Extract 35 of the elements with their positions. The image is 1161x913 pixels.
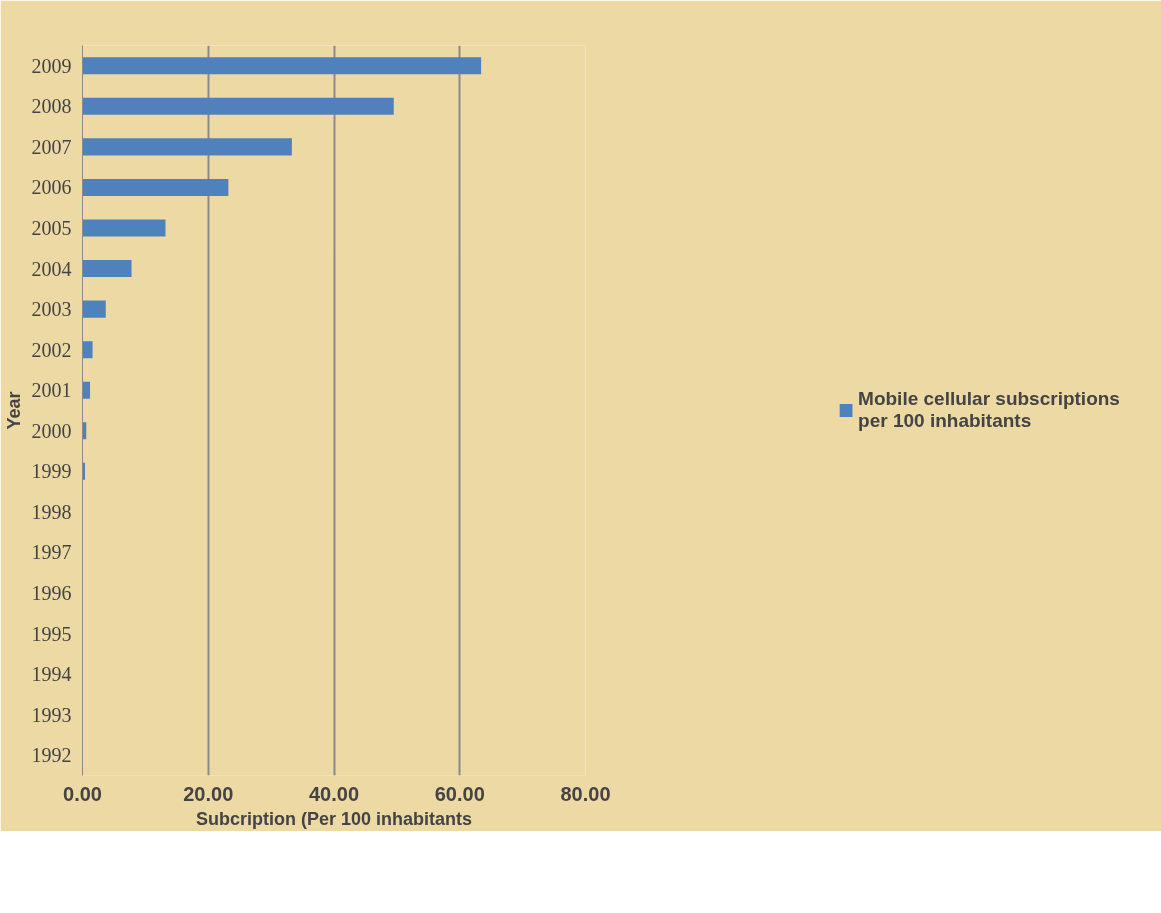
x-tick-label: 20.00 — [183, 782, 234, 805]
y-tick-label: 2007 — [31, 135, 72, 158]
bar — [82, 219, 166, 237]
y-tick-label: 1999 — [31, 460, 72, 483]
y-tick-label: 2006 — [31, 176, 72, 199]
legend-label: Mobile cellular subscriptions per 100 inhabitants — [858, 388, 1120, 432]
x-tick-label: 60.00 — [434, 782, 485, 805]
bar — [82, 97, 394, 115]
bar — [82, 381, 91, 399]
y-tick-label: 1992 — [31, 744, 72, 767]
bar — [82, 300, 106, 318]
y-tick-label: 1998 — [31, 500, 72, 523]
y-tick-label: 1997 — [31, 541, 72, 564]
bar — [82, 178, 229, 196]
y-tick-label: 1994 — [31, 663, 72, 686]
x-tick-label: 80.00 — [560, 782, 611, 805]
bar — [82, 57, 482, 75]
x-axis-title: Subcription (Per 100 inhabitants — [195, 808, 473, 829]
y-tick-label: 2009 — [31, 54, 72, 77]
bar — [82, 260, 132, 278]
y-axis-title: Year — [3, 391, 24, 430]
bar — [82, 138, 292, 156]
y-tick-label: 2000 — [31, 419, 72, 442]
y-tick-label: 2001 — [31, 379, 72, 402]
y-tick-label: 2004 — [31, 257, 72, 280]
y-tick-label: 1995 — [31, 622, 72, 645]
bar — [82, 341, 93, 359]
y-tick-label: 2002 — [31, 338, 72, 361]
y-tick-label: 1993 — [31, 703, 72, 726]
y-tick-label: 2008 — [31, 95, 72, 118]
x-tick-label: 40.00 — [308, 782, 360, 805]
x-tick-label: 0.00 — [63, 782, 102, 805]
y-tick-label: 1996 — [31, 582, 72, 604]
y-tick-label: 2005 — [31, 217, 72, 239]
y-tick-label: 2003 — [31, 298, 72, 321]
